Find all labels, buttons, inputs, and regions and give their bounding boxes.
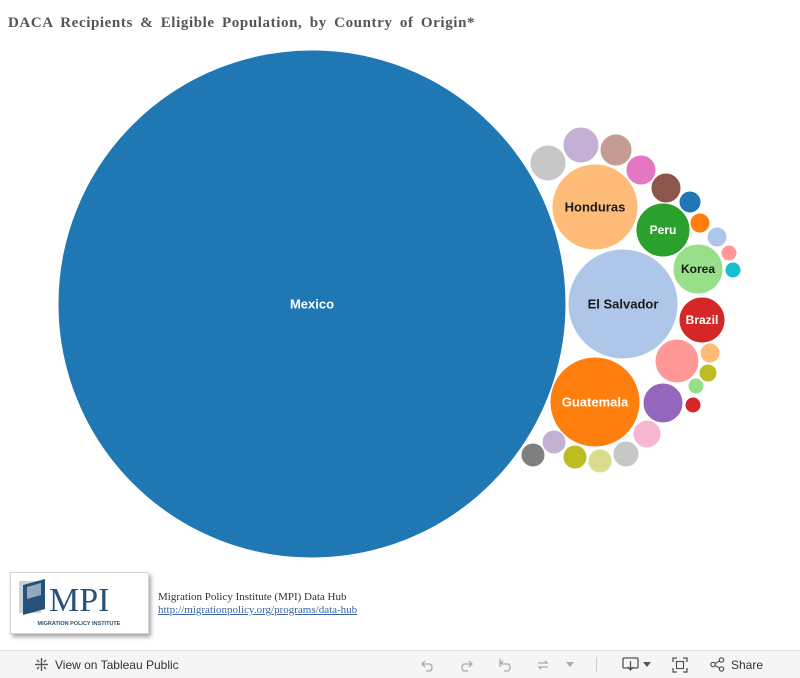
refresh-button[interactable] bbox=[535, 651, 551, 678]
bubble-23[interactable] bbox=[687, 377, 705, 395]
download-icon bbox=[622, 657, 639, 671]
bubble-brazil[interactable] bbox=[678, 296, 726, 344]
revert-button[interactable] bbox=[498, 651, 514, 678]
bubble-14[interactable] bbox=[650, 172, 682, 204]
undo-button[interactable] bbox=[420, 651, 436, 678]
bubble-16[interactable] bbox=[678, 190, 702, 214]
bubble-honduras[interactable] bbox=[551, 163, 639, 251]
mpi-logo[interactable]: MPI MIGRATION POLICY INSTITUTE bbox=[10, 572, 149, 634]
revert-icon bbox=[499, 658, 511, 672]
bubble-label-brazil: Brazil bbox=[686, 313, 719, 327]
tableau-toolbar: View on Tableau Public bbox=[0, 650, 800, 678]
bubble-korea[interactable] bbox=[672, 243, 724, 295]
logo-text: MPI bbox=[49, 582, 109, 619]
bubble-11[interactable] bbox=[599, 133, 633, 167]
view-on-tableau-label: View on Tableau Public bbox=[55, 657, 179, 672]
chevron-down-icon bbox=[643, 661, 651, 667]
bubble-17[interactable] bbox=[689, 212, 711, 234]
bubble-29[interactable] bbox=[612, 440, 640, 468]
bubble-20[interactable] bbox=[724, 261, 742, 279]
bubble-guatemala[interactable] bbox=[549, 356, 641, 448]
bubble-22[interactable] bbox=[698, 363, 718, 383]
bubble-label-korea: Korea bbox=[681, 262, 715, 276]
bubble-13[interactable] bbox=[625, 154, 657, 186]
source-link[interactable]: http://migrationpolicy.org/programs/data… bbox=[158, 604, 358, 616]
redo-button[interactable] bbox=[458, 651, 474, 678]
bubble-label-peru: Peru bbox=[650, 223, 677, 237]
share-icon bbox=[710, 657, 725, 672]
bubble-label-mexico: Mexico bbox=[290, 297, 334, 312]
logo-tagline: MIGRATION POLICY INSTITUTE bbox=[38, 621, 121, 627]
fullscreen-icon bbox=[672, 656, 688, 673]
bubble-label-el-salvador: El Salvador bbox=[588, 297, 659, 312]
bubble-mexico[interactable] bbox=[57, 49, 567, 559]
undo-icon bbox=[421, 660, 433, 672]
toolbar-divider bbox=[596, 657, 597, 672]
mpi-logo-graphic: MPI MIGRATION POLICY INSTITUTE bbox=[19, 579, 121, 627]
bubble-27[interactable] bbox=[562, 444, 588, 470]
redo-icon bbox=[461, 660, 473, 672]
bubble-8[interactable] bbox=[654, 338, 700, 384]
bubble-el-salvador[interactable] bbox=[567, 248, 679, 360]
bubble-18[interactable] bbox=[706, 226, 728, 248]
bubble-19[interactable] bbox=[720, 244, 738, 262]
bubble-12[interactable] bbox=[529, 144, 567, 182]
bubble-21[interactable] bbox=[699, 342, 721, 364]
bubble-9[interactable] bbox=[642, 382, 684, 424]
bubble-15[interactable] bbox=[632, 419, 662, 449]
bubble-label-guatemala: Guatemala bbox=[562, 395, 629, 410]
bubble-chart[interactable]: Mexico El Salvador Guatemala Honduras Peru Ko… bbox=[0, 0, 800, 570]
bubble-28[interactable] bbox=[587, 448, 613, 474]
refresh-options-button[interactable] bbox=[566, 651, 574, 678]
bubble-24[interactable] bbox=[684, 396, 702, 414]
bubble-10[interactable] bbox=[562, 126, 600, 164]
share-label: Share bbox=[731, 657, 764, 672]
chevron-down-icon bbox=[566, 661, 574, 667]
bubble-label-honduras: Honduras bbox=[565, 200, 626, 215]
tableau-icon bbox=[35, 658, 48, 671]
source-credit: Migration Policy Institute (MPI) Data Hu… bbox=[158, 591, 357, 617]
source-name: Migration Policy Institute (MPI) Data Hu… bbox=[158, 591, 347, 603]
fullscreen-button[interactable] bbox=[672, 651, 688, 678]
bubble-25[interactable] bbox=[541, 429, 567, 455]
refresh-icon bbox=[537, 660, 549, 669]
view-on-tableau-button[interactable]: View on Tableau Public bbox=[34, 651, 179, 678]
viz-title: DACA Recipients & Eligible Population, b… bbox=[8, 15, 476, 31]
share-button[interactable]: Share bbox=[710, 651, 763, 678]
bubble-26[interactable] bbox=[520, 442, 546, 468]
download-button[interactable] bbox=[622, 651, 651, 678]
